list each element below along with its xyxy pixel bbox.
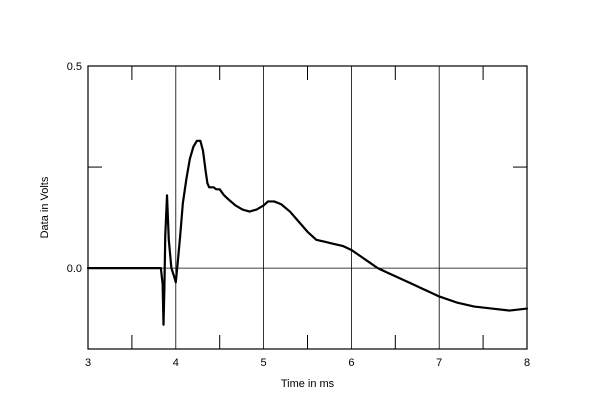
y-tick-label: 0.5 [67,61,82,73]
x-tick-label: 4 [173,357,179,369]
y-tick-label: 0.0 [67,263,82,275]
x-tick-label: 5 [261,357,267,369]
grid [88,66,527,349]
tick-marks [88,66,527,349]
x-tick-label: 3 [85,357,91,369]
x-tick-label: 7 [436,357,442,369]
tick-labels: 3 4 5 6 7 8 0.0 0.5 [67,61,530,369]
x-tick-label: 8 [524,357,530,369]
x-axis-label: Time in ms [281,378,335,390]
plot-frame [87,65,528,350]
y-axis-label: Data in Volts [39,176,51,238]
series-line [86,139,529,326]
x-tick-label: 6 [348,357,354,369]
